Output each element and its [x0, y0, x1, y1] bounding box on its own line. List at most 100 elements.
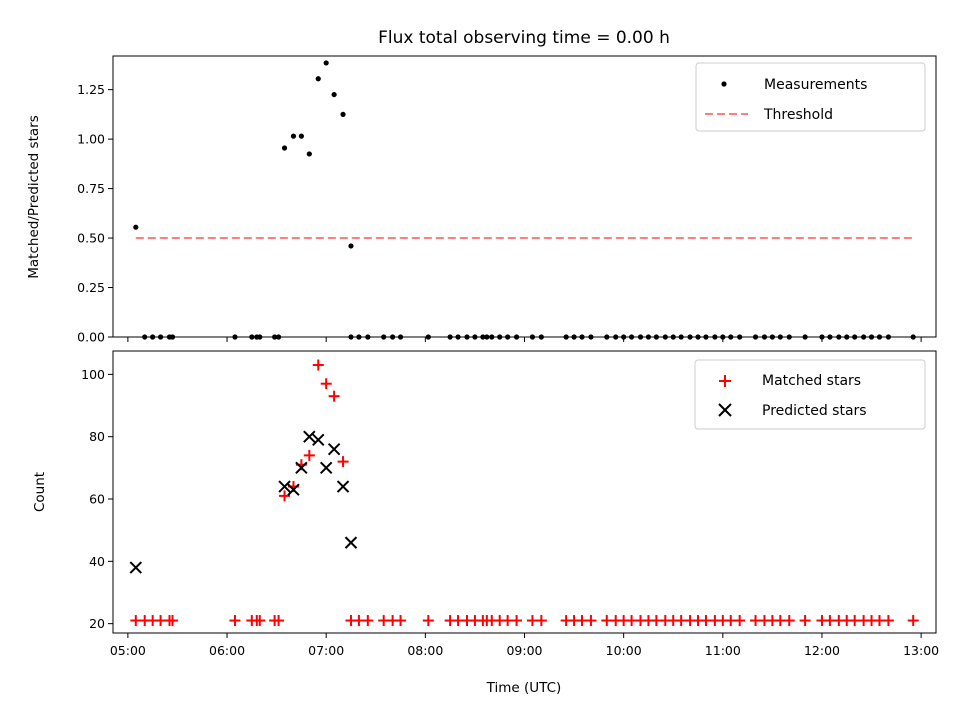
legend-measurements-marker: [721, 81, 727, 87]
legend-threshold-label: Threshold: [763, 107, 833, 123]
x-tick-label: 13:00: [903, 643, 939, 658]
matched-star-point: [312, 359, 324, 371]
measurement-point: [637, 334, 644, 340]
x-tick-label: 10:00: [606, 643, 642, 658]
bottom-y-ticks: 20 40 60 80 100: [81, 367, 113, 631]
measurement-point: [281, 145, 288, 151]
matched-star-point: [229, 615, 241, 627]
measurement-point: [331, 91, 337, 98]
bottom-axes: 20 40 60 80 100 05:00 06:00 07:00 08:00 09:00 10:…: [32, 350, 939, 696]
matched-star-point: [337, 456, 349, 468]
measurement-point: [571, 334, 577, 340]
measurement-point: [621, 334, 627, 340]
measurement-point: [348, 334, 354, 340]
measurement-point: [272, 334, 278, 340]
matched-star-point: [882, 615, 894, 627]
measurement-point: [538, 334, 544, 340]
y-tick-label: 40: [89, 554, 105, 569]
measurement-point: [836, 334, 842, 340]
measurement-point: [365, 334, 371, 340]
measurement-point: [275, 334, 282, 340]
measurement-point: [579, 334, 585, 340]
measurement-point: [480, 334, 486, 340]
matched-star-point: [362, 615, 374, 627]
measurement-point: [529, 334, 536, 340]
measurement-point: [827, 334, 833, 340]
matched-star-point: [273, 615, 285, 627]
measurement-point: [720, 334, 726, 340]
legend-predicted-label: Predicted stars: [762, 403, 867, 419]
measurement-point: [505, 334, 511, 340]
matched-star-point: [279, 490, 291, 502]
measurement-point: [752, 334, 759, 340]
measurement-point: [868, 334, 875, 340]
measurement-point: [232, 334, 238, 340]
measurement-point: [484, 334, 490, 340]
predicted-star-point: [327, 442, 341, 456]
measurement-point: [737, 334, 743, 340]
predicted-star-point: [295, 461, 308, 475]
matched-star-point: [511, 615, 523, 627]
matched-star-point: [328, 390, 340, 402]
y-tick-label: 80: [89, 429, 105, 444]
x-tick-label: 11:00: [705, 643, 741, 658]
measurement-point: [876, 334, 883, 340]
matched-star-point: [303, 449, 315, 461]
matched-star-point: [585, 615, 597, 627]
y-tick-label: 100: [81, 367, 105, 382]
measurement-point: [169, 334, 176, 340]
measurement-point: [703, 334, 709, 340]
measurement-point: [777, 334, 783, 340]
measurement-point: [356, 334, 362, 340]
measurement-point: [133, 224, 139, 230]
measurement-point: [390, 334, 396, 340]
measurement-point: [447, 334, 453, 340]
matched-star-point: [535, 615, 547, 627]
measurement-point: [472, 334, 478, 340]
measurement-point: [425, 334, 431, 340]
x-tick-label: 08:00: [407, 643, 443, 658]
measurement-point: [819, 334, 825, 340]
measurement-point: [340, 111, 346, 117]
matched-star-point: [395, 615, 407, 627]
predicted-star-point: [312, 433, 325, 447]
y-tick-label: 20: [89, 616, 105, 631]
measurement-point: [728, 334, 734, 340]
x-tick-label: 07:00: [308, 643, 344, 658]
measurement-point: [861, 334, 867, 340]
measurement-point: [150, 334, 156, 340]
measurement-point: [653, 334, 659, 340]
measurement-point: [563, 334, 569, 340]
measurement-point: [695, 334, 701, 340]
measurement-point: [397, 334, 404, 340]
legend-matched-label: Matched stars: [762, 373, 861, 389]
measurement-point: [323, 60, 329, 66]
y-tick-label: 60: [89, 492, 105, 507]
y-tick-label: 0.00: [77, 330, 105, 345]
measurement-point: [628, 334, 635, 340]
matched-star-point: [907, 615, 919, 627]
chart-title: Flux total observing time = 0.00 h: [378, 28, 670, 48]
legend-matched-marker: [719, 375, 731, 387]
measurement-point: [489, 334, 495, 340]
y-tick-label: 0.25: [77, 280, 105, 295]
predicted-star-point: [129, 561, 143, 574]
measurement-point: [712, 334, 718, 340]
measurement-point: [678, 334, 684, 340]
predicted-star-point: [344, 536, 358, 549]
measurement-point: [513, 334, 520, 340]
measurement-point: [306, 151, 312, 157]
predicted-star-point: [303, 430, 316, 443]
measurement-point: [645, 334, 652, 340]
predicted-star-point: [319, 461, 333, 475]
measurement-point: [613, 334, 619, 340]
measurement-point: [844, 334, 850, 340]
measurement-point: [588, 334, 594, 340]
measurement-point: [142, 334, 148, 340]
measurement-point: [157, 334, 164, 340]
matched-star-point: [320, 378, 332, 390]
measurement-point: [464, 334, 470, 340]
top-y-axis-label: Matched/Predicted stars: [26, 115, 42, 278]
measurement-point: [802, 334, 808, 340]
